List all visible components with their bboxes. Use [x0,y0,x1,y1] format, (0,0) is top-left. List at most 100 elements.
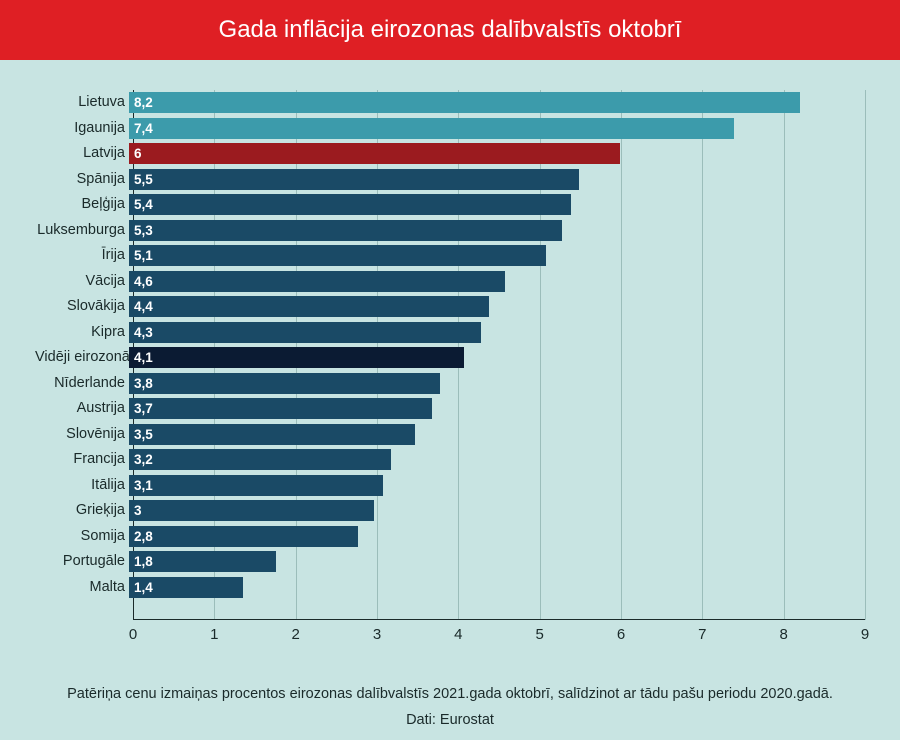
bar: 3,2 [129,449,391,470]
bar-row: Latvija6 [35,143,865,164]
bar-label: Kipra [35,322,129,343]
x-axis [133,619,865,620]
bar-row: Vidēji eirozonā4,1 [35,347,865,368]
bar-cell: 3,8 [129,373,865,394]
bar-label: Slovēnija [35,424,129,445]
bar-row: Spānija5,5 [35,169,865,190]
bar: 5,4 [129,194,571,215]
chart-footer: Patēriņa cenu izmaiņas procentos eirozon… [0,686,900,728]
bar-cell: 5,1 [129,245,865,266]
bar-label: Grieķija [35,500,129,521]
bar-cell: 8,2 [129,92,865,113]
bar-row: Austrija3,7 [35,398,865,419]
bar-value: 3,5 [129,427,153,442]
bar-row: Slovākija4,4 [35,296,865,317]
bar-cell: 4,1 [129,347,865,368]
bar-row: Grieķija3 [35,500,865,521]
bar-label: Vidēji eirozonā [35,347,129,368]
bar-value: 5,5 [129,172,153,187]
bar-row: Nīderlande3,8 [35,373,865,394]
bar: 6 [129,143,620,164]
bar-row: Beļģija5,4 [35,194,865,215]
bar-cell: 5,4 [129,194,865,215]
x-tick-label: 7 [698,626,706,643]
bar-value: 6 [129,146,142,161]
bar-cell: 2,8 [129,526,865,547]
bar-value: 4,4 [129,299,153,314]
bar-label: Portugāle [35,551,129,572]
bar: 1,4 [129,577,243,598]
bar-cell: 3,2 [129,449,865,470]
chart-plot: 0123456789 Lietuva8,2Igaunija7,4Latvija6… [35,90,865,650]
bar: 7,4 [129,118,734,139]
bar-label: Francija [35,449,129,470]
bar-cell: 4,4 [129,296,865,317]
bar-cell: 4,6 [129,271,865,292]
bar-value: 3 [129,503,142,518]
bar-row: Somija2,8 [35,526,865,547]
x-tick-label: 5 [535,626,543,643]
bar-label: Spānija [35,169,129,190]
bar-label: Latvija [35,143,129,164]
bar: 8,2 [129,92,800,113]
bar-row: Īrija5,1 [35,245,865,266]
bar: 5,5 [129,169,579,190]
bar: 3,7 [129,398,432,419]
footnote-text: Patēriņa cenu izmaiņas procentos eirozon… [0,686,900,702]
bar-label: Nīderlande [35,373,129,394]
bar: 4,4 [129,296,489,317]
bar-value: 5,3 [129,223,153,238]
bar-cell: 3,7 [129,398,865,419]
x-tick-label: 4 [454,626,462,643]
gridline [865,90,866,620]
x-axis-labels: 0123456789 [133,622,865,650]
x-tick-label: 6 [617,626,625,643]
bar-cell: 3,5 [129,424,865,445]
bar-label: Malta [35,577,129,598]
bar-cell: 4,3 [129,322,865,343]
bar: 3,8 [129,373,440,394]
x-tick-label: 9 [861,626,869,643]
bar-value: 1,4 [129,580,153,595]
bar-value: 3,8 [129,376,153,391]
bar-value: 5,4 [129,197,153,212]
bar-row: Francija3,2 [35,449,865,470]
bar: 3,5 [129,424,415,445]
bar-label: Somija [35,526,129,547]
bar-label: Austrija [35,398,129,419]
bar-label: Igaunija [35,118,129,139]
bar: 4,1 [129,347,464,368]
bar-row: Slovēnija3,5 [35,424,865,445]
bar-row: Lietuva8,2 [35,92,865,113]
bar-cell: 1,4 [129,577,865,598]
chart-area: 0123456789 Lietuva8,2Igaunija7,4Latvija6… [0,60,900,660]
x-tick-label: 3 [373,626,381,643]
bar-row: Malta1,4 [35,577,865,598]
bar-value: 7,4 [129,121,153,136]
bar-label: Lietuva [35,92,129,113]
bar-value: 8,2 [129,95,153,110]
bar-cell: 1,8 [129,551,865,572]
x-tick-label: 2 [291,626,299,643]
bar-value: 3,1 [129,478,153,493]
bar-label: Luksemburga [35,220,129,241]
bar-value: 3,2 [129,452,153,467]
bar-row: Vācija4,6 [35,271,865,292]
bar-value: 5,1 [129,248,153,263]
bar-label: Beļģija [35,194,129,215]
bar-label: Īrija [35,245,129,266]
chart-title: Gada inflācija eirozonas dalībvalstīs ok… [0,0,900,60]
bar: 4,6 [129,271,505,292]
bar-value: 4,1 [129,350,153,365]
bar-cell: 3 [129,500,865,521]
x-tick-label: 1 [210,626,218,643]
bar: 4,3 [129,322,481,343]
bar-value: 3,7 [129,401,153,416]
x-tick-label: 8 [779,626,787,643]
bar: 2,8 [129,526,358,547]
bar-cell: 3,1 [129,475,865,496]
bar: 3,1 [129,475,383,496]
bar: 5,3 [129,220,562,241]
bar-row: Kipra4,3 [35,322,865,343]
bar-label: Slovākija [35,296,129,317]
